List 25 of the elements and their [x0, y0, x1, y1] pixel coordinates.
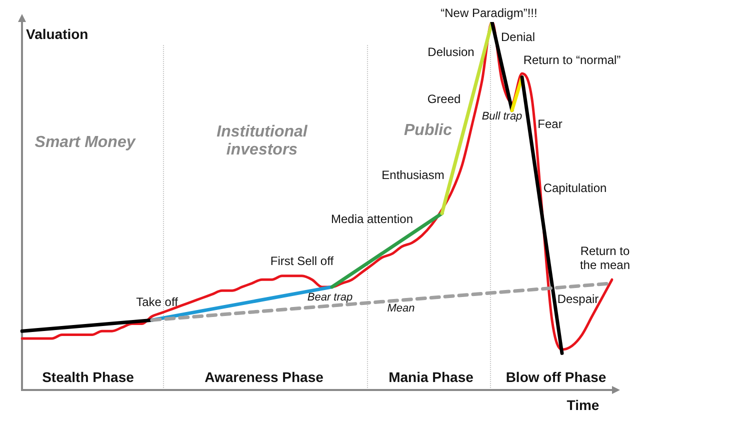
text: “New Paradigm”!!!: [440, 6, 538, 21]
annotation: Enthusiasm: [382, 168, 444, 183]
annotation: Fear: [538, 117, 562, 132]
annotation: Smart Money: [34, 134, 136, 152]
annotation: Public: [404, 122, 452, 140]
annotation: Stealth Phase: [42, 368, 134, 386]
y-axis-title: Valuation: [26, 26, 88, 42]
annotation: Media attention: [330, 212, 414, 227]
annotation: Greed: [427, 92, 461, 107]
annotation: Mean: [387, 302, 415, 316]
annotation: Bull trap: [482, 110, 522, 124]
annotation: Institutional investors: [216, 124, 308, 160]
annotation: Delusion: [428, 45, 474, 60]
annotation: First Sell off: [270, 254, 334, 269]
annotation: Bear trap: [307, 292, 353, 304]
annotation: Denial: [500, 30, 536, 45]
annotation: Blow off Phase: [506, 368, 606, 386]
annotation: Take off: [136, 295, 178, 310]
annotation: Capitulation: [543, 181, 607, 196]
annotation: Despair: [557, 292, 599, 307]
x-axis-title: Time: [566, 397, 600, 413]
annotation: Return to the mean: [580, 244, 630, 273]
annotation: Awareness Phase: [204, 368, 324, 386]
annotation: Return to “normal”: [523, 53, 621, 68]
annotation: Mania Phase: [388, 368, 474, 386]
